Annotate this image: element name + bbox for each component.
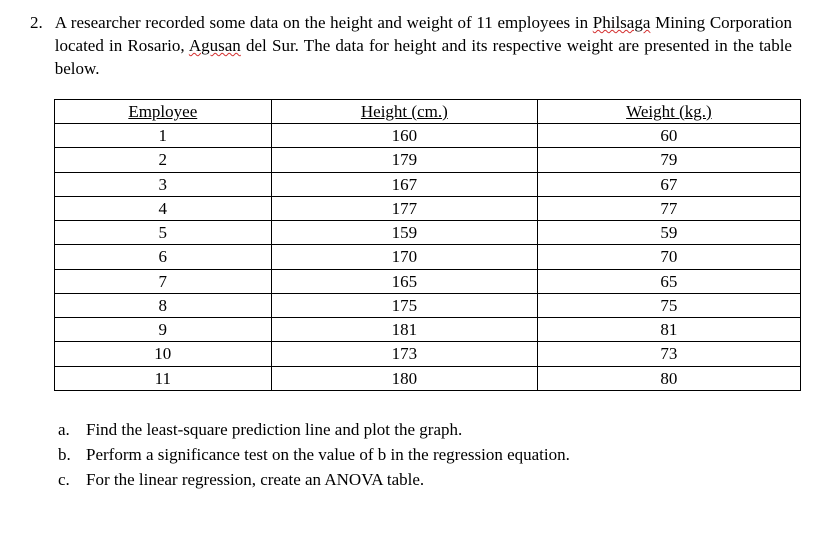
cell-employee: 1 [55,124,272,148]
subquestion-c: c. For the linear regression, create an … [58,469,792,492]
cell-employee: 8 [55,293,272,317]
cell-weight: 59 [538,221,801,245]
cell-height: 177 [271,196,537,220]
sub-letter-b: b. [58,444,72,467]
table-row: 4 177 77 [55,196,801,220]
sub-text-b: Perform a significance test on the value… [86,444,570,467]
cell-employee: 5 [55,221,272,245]
cell-height: 167 [271,172,537,196]
cell-height: 173 [271,342,537,366]
sub-text-c: For the linear regression, create an ANO… [86,469,424,492]
cell-weight: 75 [538,293,801,317]
table-row: 5 159 59 [55,221,801,245]
question-text: A researcher recorded some data on the h… [55,12,792,81]
table-row: 10 173 73 [55,342,801,366]
cell-employee: 11 [55,366,272,390]
table-row: 2 179 79 [55,148,801,172]
subquestions-list: a. Find the least-square prediction line… [58,419,792,492]
cell-height: 175 [271,293,537,317]
question-number: 2. [30,12,43,81]
cell-weight: 70 [538,245,801,269]
cell-height: 160 [271,124,537,148]
cell-height: 180 [271,366,537,390]
cell-height: 181 [271,318,537,342]
table-row: 8 175 75 [55,293,801,317]
table-row: 9 181 81 [55,318,801,342]
table-body: 1 160 60 2 179 79 3 167 67 4 177 77 5 15… [55,124,801,391]
col-header-employee: Employee [55,99,272,123]
cell-weight: 79 [538,148,801,172]
sub-letter-c: c. [58,469,72,492]
subquestion-b: b. Perform a significance test on the va… [58,444,792,467]
col-header-weight: Weight (kg.) [538,99,801,123]
subquestion-a: a. Find the least-square prediction line… [58,419,792,442]
question-block: 2. A researcher recorded some data on th… [30,12,792,81]
cell-height: 179 [271,148,537,172]
cell-weight: 81 [538,318,801,342]
cell-height: 159 [271,221,537,245]
cell-employee: 7 [55,269,272,293]
sub-letter-a: a. [58,419,72,442]
cell-weight: 80 [538,366,801,390]
table-row: 6 170 70 [55,245,801,269]
cell-weight: 60 [538,124,801,148]
table-row: 1 160 60 [55,124,801,148]
sub-text-a: Find the least-square prediction line an… [86,419,462,442]
cell-employee: 6 [55,245,272,269]
cell-employee: 2 [55,148,272,172]
table-row: 3 167 67 [55,172,801,196]
cell-weight: 73 [538,342,801,366]
cell-height: 165 [271,269,537,293]
word-agusan: Agusan [189,36,241,55]
table-row: 11 180 80 [55,366,801,390]
cell-height: 170 [271,245,537,269]
cell-weight: 77 [538,196,801,220]
table-row: 7 165 65 [55,269,801,293]
word-philsaga: Philsaga [593,13,651,32]
cell-weight: 67 [538,172,801,196]
question-text-part1: A researcher recorded some data on the h… [55,13,593,32]
col-header-height: Height (cm.) [271,99,537,123]
cell-employee: 4 [55,196,272,220]
table-header-row: Employee Height (cm.) Weight (kg.) [55,99,801,123]
cell-employee: 9 [55,318,272,342]
cell-weight: 65 [538,269,801,293]
data-table: Employee Height (cm.) Weight (kg.) 1 160… [54,99,801,391]
cell-employee: 10 [55,342,272,366]
cell-employee: 3 [55,172,272,196]
